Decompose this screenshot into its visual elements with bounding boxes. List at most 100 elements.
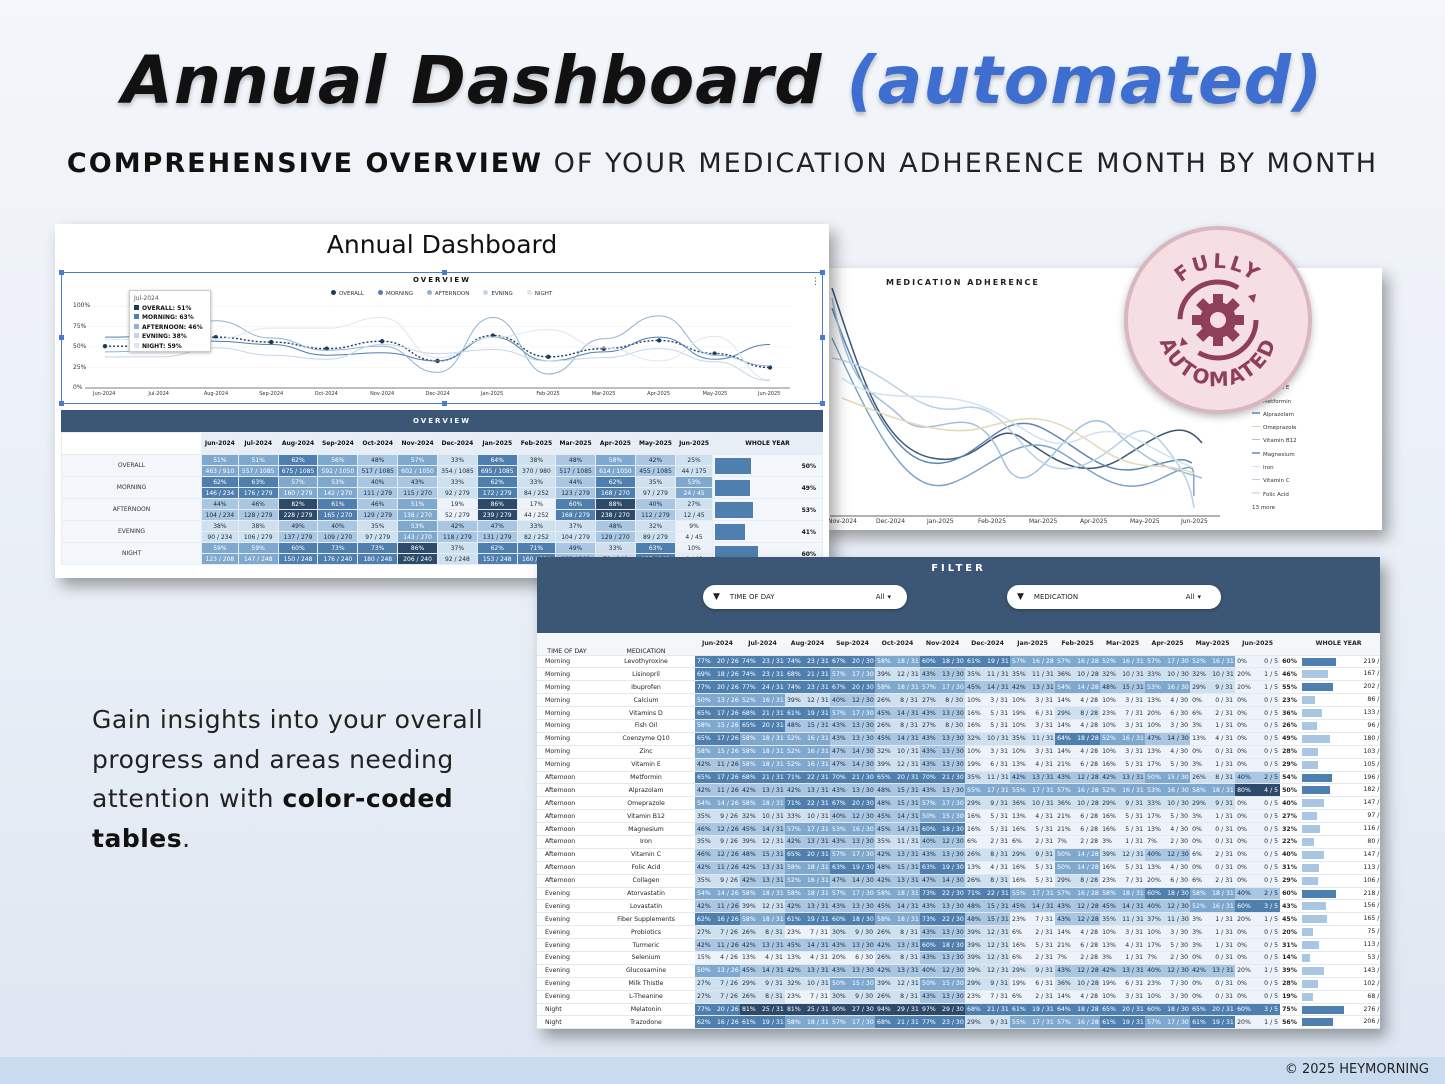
count-cell: 7 / 30 (1165, 977, 1191, 991)
medication-cell: Melatonin (597, 1003, 695, 1017)
whole-year-value: 20% (1280, 925, 1303, 940)
row-label: MORNING (61, 476, 202, 499)
count-cell: 180 / 248 (357, 553, 399, 565)
count-cell: 10 / 31 (895, 745, 921, 759)
count-cell: 0 / 5 (1255, 719, 1281, 733)
whole-year-value: 56% (1280, 1015, 1303, 1029)
pct-cell: 48% (875, 783, 896, 798)
count-cell: 23 / 31 (760, 655, 785, 669)
pct-cell: 39% (965, 925, 986, 940)
pct-cell: 13% (1145, 861, 1166, 875)
legend-more[interactable]: 13 more (1252, 504, 1275, 511)
count-cell: 12 / 31 (1120, 848, 1146, 862)
time-of-day-filter[interactable]: ▼ TIME OF DAY All ▾ (703, 585, 907, 609)
pct-cell: 57% (1010, 655, 1031, 669)
medication-filter[interactable]: ▼ MEDICATION All ▾ (1007, 585, 1221, 609)
count-cell: 20 / 31 (760, 719, 785, 733)
data-point (656, 338, 662, 343)
pct-cell: 16% (1100, 822, 1121, 836)
pct-cell: 29% (1010, 848, 1031, 862)
count-cell: 12 / 30 (1165, 964, 1191, 978)
count-cell: 29 / 30 (940, 1003, 966, 1017)
x-tick: Jun-2025 (758, 391, 781, 397)
pct-cell: 26% (875, 990, 896, 1004)
x-tick: Oct-2024 (314, 391, 338, 397)
pct-cell: 27% (675, 498, 713, 510)
pct-cell: 42% (875, 848, 896, 862)
month-header: Feb-2025 (1055, 633, 1101, 656)
count-cell: 228 / 279 (277, 509, 319, 521)
time-cell: Afternoon (537, 783, 597, 798)
count-cell: 24 / 45 (675, 487, 713, 499)
pct-cell: 53% (1145, 783, 1166, 798)
pct-cell: 43% (920, 925, 941, 940)
whole-year-bar (1302, 786, 1331, 795)
pct-cell: 27% (695, 925, 715, 940)
count-cell: 3 / 31 (1120, 693, 1146, 708)
count-cell: 11 / 26 (715, 861, 740, 875)
pct-cell: 45% (1100, 899, 1121, 914)
pct-cell: 0% (1235, 758, 1256, 772)
kebab-menu-icon[interactable]: ⋮ (811, 277, 820, 287)
selection-frame[interactable] (59, 270, 825, 406)
pct-cell: 48% (875, 861, 896, 875)
count-cell: 5 / 31 (1030, 874, 1056, 888)
pct-cell: 43% (1055, 964, 1076, 978)
pct-cell: 0% (1235, 951, 1256, 965)
count-cell: 13 / 30 (850, 719, 876, 733)
count-cell: 10 / 31 (985, 732, 1011, 746)
month-header: Nov-2024 (397, 432, 438, 455)
count-cell: 0 / 31 (1210, 745, 1236, 759)
count-cell: 3 / 31 (1030, 693, 1056, 708)
time-cell: Evening (537, 951, 597, 965)
pct-cell: 42% (1010, 680, 1031, 695)
pct-cell: 16% (1010, 822, 1031, 836)
count-cell: 18 / 31 (895, 887, 921, 901)
count-cell: 1 / 31 (1210, 938, 1236, 952)
count-cell: 9 / 26 (715, 809, 740, 824)
count-cell: 17 / 31 (1030, 783, 1056, 798)
whole-year-bar (1302, 670, 1328, 679)
count-cell: 14 / 31 (1120, 899, 1146, 914)
whole-year-count: 75 / 366 (1367, 928, 1380, 936)
time-of-day-header: TIME OF DAY (537, 633, 597, 656)
pct-cell: 29% (1055, 874, 1076, 888)
pct-cell: 42% (695, 758, 715, 772)
pct-cell: 35% (634, 476, 677, 488)
count-cell: 12 / 31 (760, 899, 785, 914)
pct-cell: 10% (1100, 693, 1121, 708)
whole-year-bar (1302, 850, 1325, 859)
pct-cell: 33% (785, 809, 805, 824)
whole-year-value: 60% (1280, 887, 1303, 901)
time-cell: Evening (537, 912, 597, 927)
pct-cell: 33% (436, 476, 478, 488)
whole-year-count: 113 / 366 (1363, 863, 1380, 871)
pct-cell: 67% (830, 680, 851, 695)
medication-cell: Turmeric (597, 938, 695, 952)
pct-cell: 43% (920, 745, 941, 759)
count-cell: 20 / 26 (715, 680, 740, 695)
pct-cell: 13% (1010, 809, 1031, 824)
count-cell: 0 / 5 (1255, 809, 1281, 824)
pct-cell: 97% (920, 1003, 941, 1017)
pct-cell: 29% (740, 977, 760, 991)
table-row: Evening Milk Thistle 27% 7 / 26 29% 9 / 31 32%… (537, 977, 1380, 991)
table-row: Afternoon Iron 35% 9 / 26 39% 12 / 31 42% 13 / … (537, 835, 1380, 849)
pct-cell: 0% (1235, 719, 1256, 733)
count-cell: 18 / 31 (805, 887, 831, 901)
pct-cell: 36% (1055, 796, 1076, 811)
count-cell: 21 / 31 (895, 1015, 921, 1029)
month-header: Jun-2024 (201, 432, 239, 455)
count-cell: 18 / 31 (1210, 783, 1236, 798)
whole-year-value: 39% (1280, 964, 1303, 978)
count-cell: 8 / 31 (760, 925, 785, 940)
pct-cell: 30% (830, 990, 851, 1004)
table-row: Morning Fish Oil 58% 15 / 26 65% 20 / 31 48% 15… (537, 719, 1380, 733)
pct-cell: 50% (1145, 771, 1166, 785)
count-cell: 12 / 45 (675, 509, 713, 521)
count-cell: 13 / 31 (760, 783, 785, 798)
medication-cell: Omeprazole (597, 796, 695, 811)
pct-cell: 10% (675, 542, 713, 554)
time-cell: Morning (537, 680, 597, 695)
x-tick: Feb-2025 (536, 391, 560, 397)
